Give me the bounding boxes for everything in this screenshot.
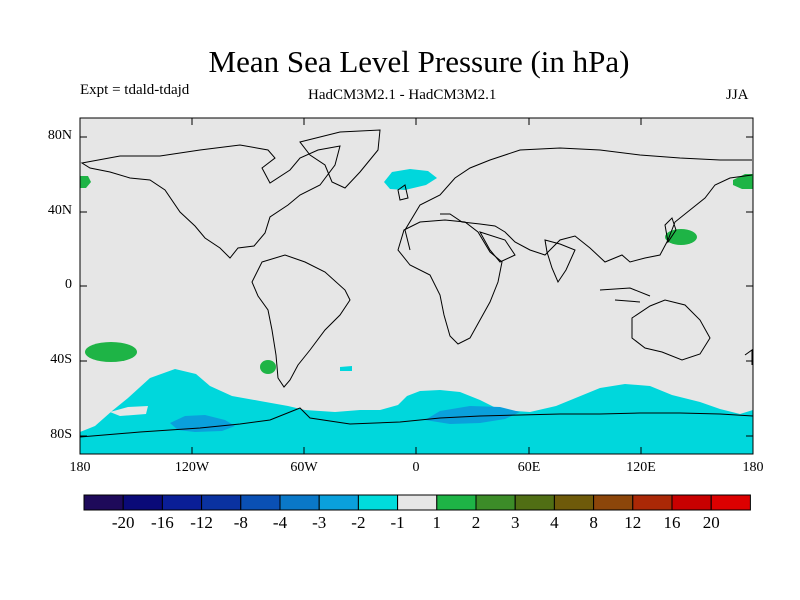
- colorbar-label: -2: [351, 513, 366, 532]
- colorbar-swatch: [553, 494, 595, 511]
- north-atlantic-anomaly: [384, 169, 437, 190]
- colorbar-swatch: [161, 494, 203, 511]
- axis-ticks: [80, 118, 753, 454]
- colorbar-swatch: [201, 494, 242, 511]
- season-label: JJA: [726, 87, 749, 103]
- colorbar-label: -12: [190, 513, 213, 532]
- colorbar-label: 3: [510, 513, 520, 532]
- colorbar-label: 16: [663, 513, 681, 532]
- colorbar-label: -8: [233, 513, 248, 532]
- colorbar-label: 8: [589, 513, 598, 532]
- colorbar-label: 20: [702, 513, 720, 532]
- colorbar-swatch: [671, 494, 712, 511]
- colorbar-swatch: [632, 494, 673, 511]
- colorbar-label: 12: [624, 513, 642, 532]
- positive-anomalies: [80, 174, 753, 374]
- xtick-120w: 120W: [174, 460, 210, 475]
- colorbar: [83, 494, 751, 511]
- ytick-80n: 80N: [47, 128, 72, 143]
- xtick-60w: 60W: [290, 460, 318, 475]
- colorbar-label: -20: [111, 513, 135, 532]
- colorbar-swatch: [397, 494, 438, 511]
- map-title: Mean Sea Level Pressure (in hPa): [208, 44, 630, 79]
- colorbar-label: 4: [550, 513, 559, 532]
- colorbar-label: -16: [151, 513, 174, 532]
- colorbar-label: 1: [432, 513, 442, 532]
- colorbar-swatch: [593, 494, 634, 511]
- ytick-80s: 80S: [50, 427, 72, 442]
- xtick-180e: 180: [742, 460, 764, 475]
- experiment-label: Expt = tdald-tdajd: [80, 82, 190, 98]
- colorbar-swatch: [436, 494, 477, 511]
- southern-ocean-anomaly: [80, 369, 753, 454]
- colorbar-swatch: [318, 494, 359, 511]
- xtick-0: 0: [412, 460, 420, 475]
- xtick-60e: 60E: [517, 460, 541, 475]
- colorbar-label: 2: [471, 513, 481, 532]
- colorbar-swatch: [240, 494, 281, 511]
- xtick-120e: 120E: [626, 460, 656, 475]
- colorbar-swatch: [475, 494, 516, 511]
- colorbar-swatch: [83, 494, 124, 511]
- colorbar-swatch: [710, 494, 751, 511]
- xtick-180w: 180: [69, 460, 91, 475]
- ytick-40s: 40S: [50, 352, 72, 367]
- colorbar-swatch: [279, 494, 320, 511]
- colorbar-label: -3: [312, 513, 327, 532]
- models-label: HadCM3M2.1 - HadCM3M2.1: [308, 87, 497, 103]
- colorbar-label: -4: [272, 513, 288, 532]
- colorbar-swatch: [514, 494, 555, 511]
- colorbar-label: -1: [390, 513, 405, 532]
- colorbar-swatch: [357, 494, 399, 511]
- coastlines: [79, 129, 754, 438]
- colorbar-swatch: [122, 494, 163, 511]
- ytick-0: 0: [65, 277, 72, 292]
- ytick-40n: 40N: [47, 203, 72, 218]
